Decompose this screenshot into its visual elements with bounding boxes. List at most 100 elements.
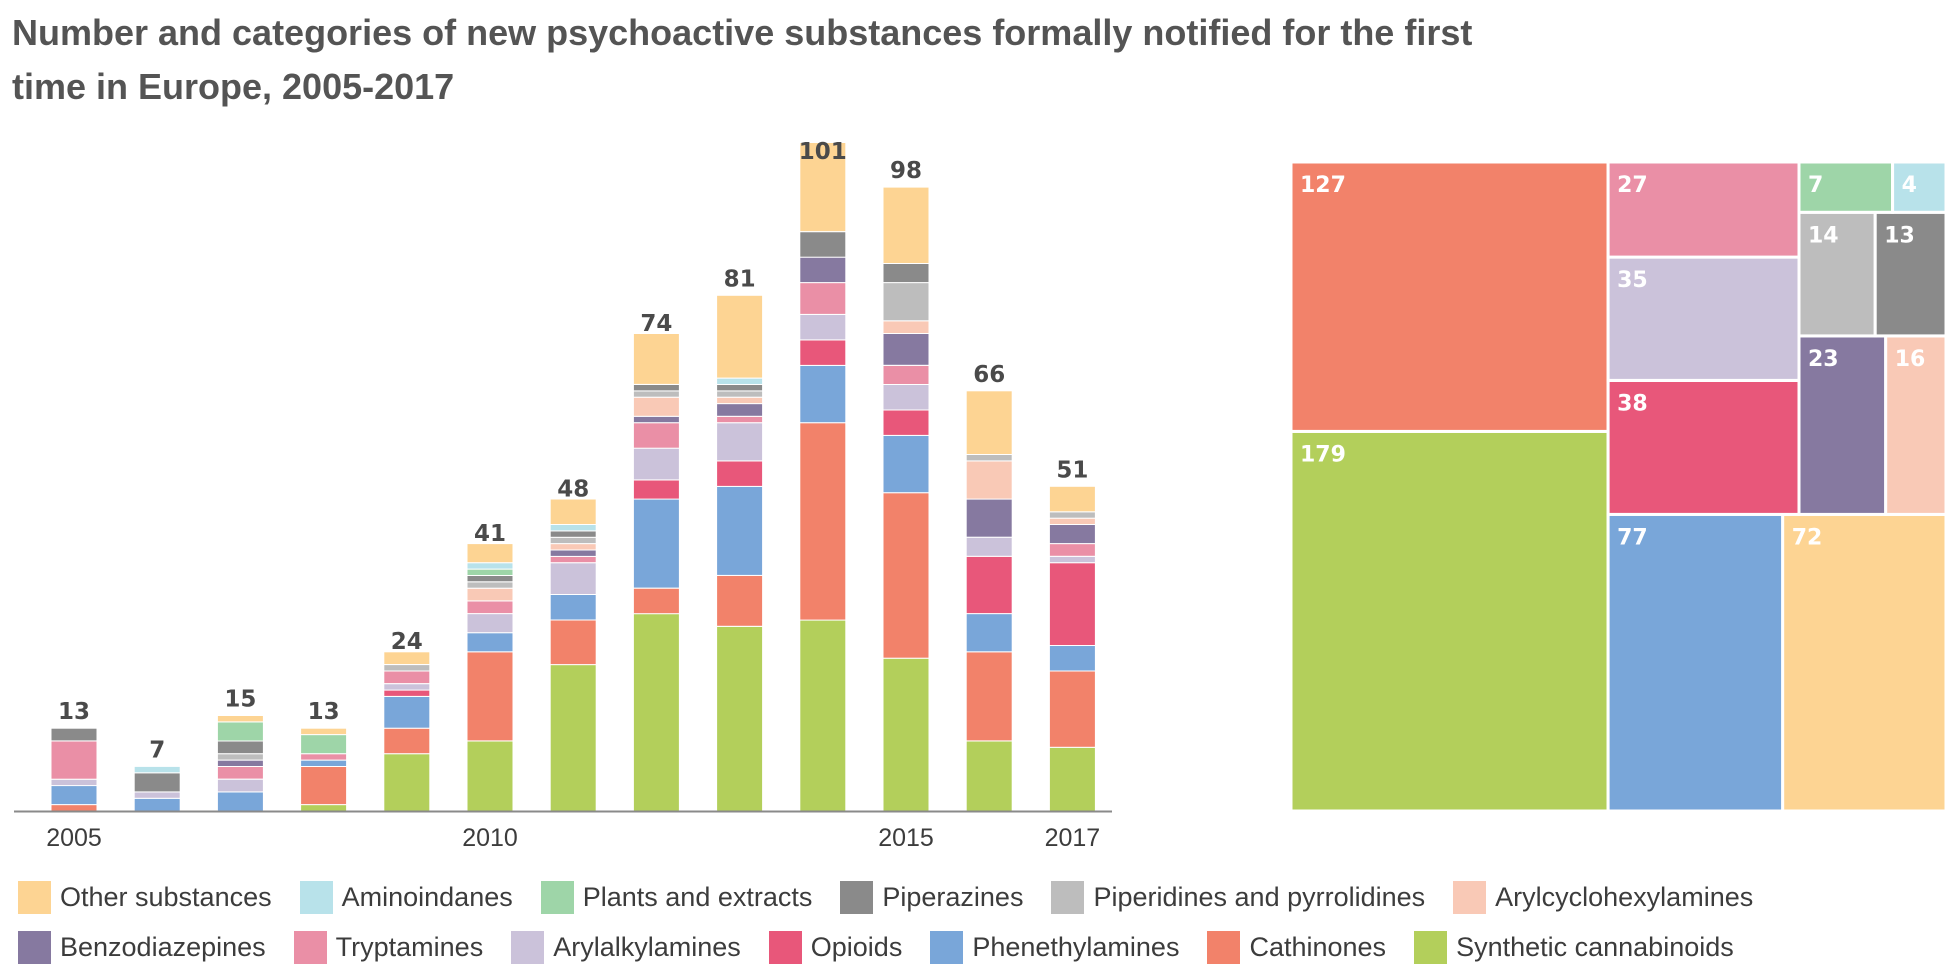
legend-label: Arylcyclohexylamines [1495,881,1754,912]
treemap-cell-cathinones: 127 [1289,160,1610,433]
bar-segment-arylalkylamines [716,422,764,462]
treemap-rect [1289,160,1610,433]
treemap-cell-arylalkylamines: 35 [1606,255,1801,382]
bar-segment-cathinones [383,727,431,755]
legend-label: Cathinones [1249,931,1387,962]
bar-segment-opioids [882,409,930,436]
bar-segment-other-substances [549,498,597,525]
bar-segment-piperidines-and-pyrrolidines [882,282,930,322]
chart-title: Number and categories of new psychoactiv… [12,12,1473,107]
treemap-rect [1606,160,1801,259]
bar-2012: 74 [632,311,680,812]
bar-total-label: 13 [58,699,90,725]
treemap-value-label: 14 [1808,223,1839,248]
legend-label: Piperidines and pyrrolidines [1093,881,1426,912]
treemap-rect [1797,210,1877,338]
bar-total-label: 74 [640,311,672,337]
legend-item-tryptamines: Tryptamines [293,930,484,964]
bar-segment-other-substances [716,294,764,379]
bar-total-label: 98 [890,158,922,184]
treemap-rect [1884,334,1948,516]
legend-item-benzodiazepines: Benzodiazepines [18,930,266,964]
bar-segment-synthetic-cannabinoids [632,613,680,812]
legend-swatch [540,880,574,914]
bar-segment-opioids [799,339,847,366]
x-tick-label: 2017 [1045,824,1101,852]
treemap-value-label: 179 [1300,442,1346,467]
bar-2009: 24 [383,629,431,812]
legend-label: Tryptamines [335,931,484,962]
bar-segment-phenethylamines [632,498,680,589]
bar-segment-arylalkylamines [549,562,597,596]
bar-2016: 66 [965,362,1013,812]
legend: Other substances Aminoindanes Plants and e… [18,872,1948,972]
bar-total-label: 41 [474,521,506,547]
bar-segment-opioids [716,460,764,487]
legend-swatch [1207,930,1241,964]
treemap-value-label: 27 [1617,173,1648,198]
bar-segment-benzodiazepines [882,333,930,366]
treemap-rect [1797,334,1888,516]
legend-row: Benzodiazepines Tryptamines Arylalkylamine… [18,922,1948,972]
legend-swatch [1051,880,1085,914]
bar-total-label: 7 [149,737,165,763]
treemap-rect [1606,379,1801,516]
bar-segment-phenethylamines [799,364,847,424]
bar-segment-synthetic-cannabinoids [882,657,930,812]
bar-segment-phenethylamines [716,485,764,576]
bar-total-label: 48 [557,476,589,502]
treemap-value-label: 127 [1300,173,1346,198]
treemap-rect [1606,512,1785,813]
bar-segment-other-substances [383,651,431,665]
treemap-value-label: 23 [1808,347,1839,372]
bar-2008: 13 [300,699,348,812]
treemap-value-label: 77 [1617,525,1648,550]
bar-segment-other-substances [882,186,930,265]
legend-label: Aminoindanes [341,881,513,912]
legend-swatch [1453,880,1487,914]
treemap-cell-benzodiazepines: 23 [1797,334,1888,516]
treemap-value-label: 38 [1617,392,1648,417]
legend-item-piperazines: Piperazines [840,880,1023,914]
bar-segment-phenethylamines [383,695,431,729]
bar-segment-aminoindanes [133,765,181,774]
bar-segment-tryptamines [50,740,98,780]
bar-segment-phenethylamines [1048,645,1096,672]
stacked-bar-chart: 13 7 15 13 24 41 48 74 81 101 98 66 51 2005 2010 2015 20… [14,139,1112,852]
legend-swatch [293,930,327,964]
legend-swatch [930,930,964,964]
legend-item-plants-and-extracts: Plants and extracts [540,880,813,914]
treemap-rect [1289,429,1610,813]
bar-2011: 48 [549,476,597,812]
treemap-rect [1891,160,1948,214]
bar-segment-phenethylamines [549,594,597,621]
treemap-cell-phenethylamines: 77 [1606,512,1785,813]
legend-label: Plants and extracts [582,881,813,912]
bar-segment-other-substances [466,543,514,564]
bar-segment-phenethylamines [965,613,1013,653]
bar-segment-other-substances [300,727,348,736]
legend-label: Arylalkylamines [553,931,741,962]
bar-segment-cathinones [882,492,930,659]
treemap-cell-plants-and-extracts: 7 [1797,160,1894,214]
bar-2015: 98 [882,158,930,812]
treemap-cell-other-substances: 72 [1781,512,1948,813]
legend-swatch [840,880,874,914]
legend-label: Synthetic cannabinoids [1456,931,1734,962]
bar-2010: 41 [466,521,514,812]
treemap-cell-synthetic-cannabinoids: 179 [1289,429,1610,813]
legend-swatch [511,930,545,964]
bar-segment-benzodiazepines [965,498,1013,538]
bar-segment-synthetic-cannabinoids [965,740,1013,812]
bar-segment-other-substances [216,715,264,723]
treemap-cell-tryptamines: 27 [1606,160,1801,259]
treemap-cell-piperazines: 13 [1873,210,1948,338]
x-tick-label: 2010 [462,824,518,852]
bar-segment-other-substances [1048,485,1096,513]
x-tick-label: 2005 [46,824,102,852]
bar-segment-arylalkylamines [799,313,847,341]
legend-swatch [18,880,51,914]
bar-segment-opioids [965,555,1013,615]
legend-item-cathinones: Cathinones [1207,930,1387,964]
treemap-cell-arylcyclohexylamines: 16 [1884,334,1948,516]
